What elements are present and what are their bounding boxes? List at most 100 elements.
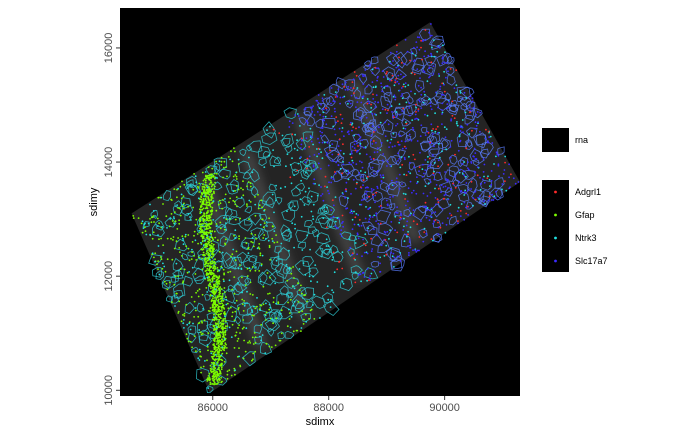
transcript-point: [211, 279, 214, 282]
transcript-point: [517, 181, 520, 183]
transcript-point: [386, 84, 389, 87]
transcript-point: [355, 182, 358, 185]
cell-outline: [429, 157, 444, 170]
transcript-point: [258, 243, 261, 245]
transcript-point: [353, 134, 356, 137]
cell-outline: [448, 104, 460, 113]
transcript-point: [368, 214, 371, 217]
transcript-point: [478, 198, 480, 200]
transcript-point: [246, 203, 248, 206]
transcript-point: [345, 170, 348, 172]
transcript-point: [369, 275, 372, 277]
transcript-point: [380, 82, 382, 85]
transcript-point: [294, 114, 297, 116]
transcript-point: [401, 163, 404, 166]
transcript-point: [186, 271, 189, 274]
transcript-point: [444, 185, 447, 188]
transcript-point: [440, 191, 442, 194]
transcript-point: [430, 34, 433, 37]
transcript-point: [226, 373, 229, 376]
transcript-point: [218, 283, 221, 285]
cell-outline: [232, 283, 244, 296]
transcript-point: [355, 213, 358, 215]
transcript-point: [438, 156, 441, 159]
transcript-point: [304, 108, 307, 111]
transcript-point: [246, 267, 249, 270]
transcript-point: [286, 325, 289, 328]
transcript-point: [347, 178, 350, 181]
transcript-point: [192, 322, 194, 325]
transcript-point: [254, 307, 257, 310]
transcript-point: [494, 197, 497, 199]
transcript-point: [222, 199, 224, 201]
transcript-point: [261, 334, 264, 336]
transcript-point: [353, 210, 355, 213]
transcript-point: [385, 72, 388, 75]
transcript-point: [396, 231, 399, 234]
transcript-point: [214, 353, 217, 356]
transcript-point: [193, 300, 196, 303]
transcript-point: [322, 108, 325, 111]
transcript-point: [301, 139, 303, 142]
transcript-point: [195, 259, 198, 261]
transcript-point: [212, 295, 215, 298]
transcript-point: [376, 147, 379, 149]
transcript-point: [213, 306, 216, 309]
transcript-point: [443, 90, 446, 93]
transcript-point: [432, 127, 434, 130]
transcript-point: [354, 242, 357, 244]
transcript-point: [454, 186, 457, 189]
transcript-point: [308, 187, 310, 190]
transcript-point: [250, 240, 253, 243]
transcript-point: [351, 81, 354, 83]
transcript-point: [445, 223, 448, 226]
transcript-point: [366, 190, 368, 193]
transcript-point: [269, 306, 272, 309]
transcript-point: [221, 362, 223, 365]
transcript-point: [455, 69, 458, 72]
transcript-point: [209, 226, 212, 229]
transcript-point: [389, 141, 392, 144]
transcript-point: [212, 219, 215, 221]
transcript-point: [165, 215, 168, 218]
cell-outline: [198, 329, 209, 342]
transcript-point: [312, 275, 314, 278]
transcript-point: [199, 355, 202, 357]
transcript-point: [224, 346, 227, 348]
transcript-point: [339, 113, 342, 116]
transcript-point: [207, 273, 210, 276]
transcript-point: [174, 211, 176, 214]
transcript-point: [408, 155, 410, 158]
transcript-point: [224, 342, 227, 345]
transcript-point: [336, 217, 339, 220]
transcript-point: [180, 255, 183, 257]
transcript-point: [344, 197, 346, 199]
transcript-point: [207, 214, 210, 217]
transcript-point: [269, 258, 271, 261]
transcript-point: [389, 105, 392, 108]
cell-outline: [457, 159, 465, 168]
cell-outline: [367, 161, 380, 178]
transcript-point: [205, 231, 208, 233]
transcript-point: [213, 343, 216, 345]
transcript-point: [208, 252, 211, 255]
transcript-point: [229, 158, 232, 161]
transcript-point: [206, 228, 208, 230]
transcript-point: [230, 374, 233, 377]
transcript-point: [387, 204, 389, 207]
transcript-point: [205, 244, 208, 247]
transcript-point: [398, 56, 400, 59]
transcript-point: [402, 107, 405, 110]
transcript-point: [397, 255, 399, 258]
transcript-point: [301, 249, 304, 251]
transcript-point: [466, 167, 469, 170]
transcript-point: [395, 177, 398, 180]
transcript-point: [199, 217, 201, 220]
transcript-point: [308, 275, 311, 278]
transcript-point: [263, 166, 266, 169]
transcript-point: [351, 152, 353, 155]
transcript-point: [395, 77, 398, 80]
transcript-point: [299, 125, 301, 127]
transcript-point: [412, 128, 415, 131]
transcript-point: [458, 135, 461, 138]
